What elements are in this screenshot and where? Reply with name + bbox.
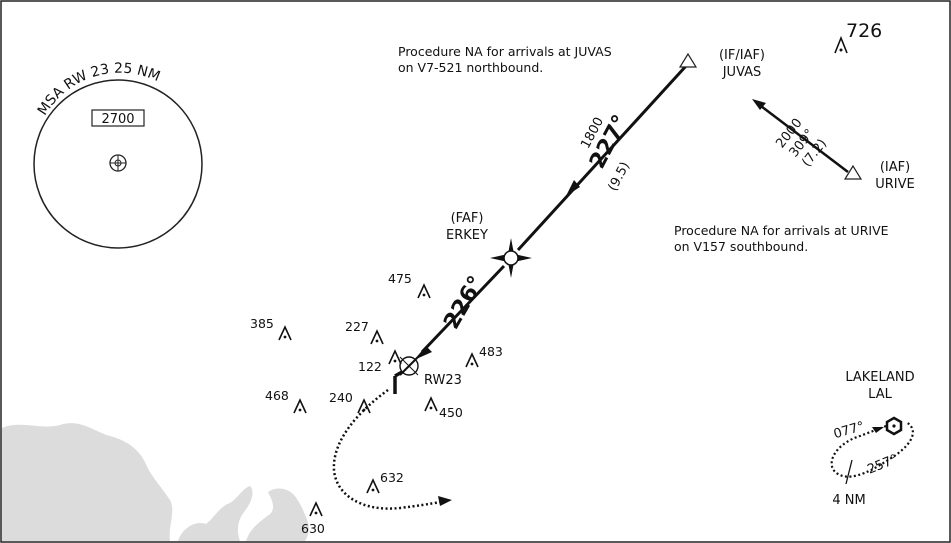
obstacle-632: 632: [366, 470, 404, 494]
msa-ring: [33, 79, 203, 249]
note-juvas-2: on V7-521 northbound.: [398, 60, 543, 75]
urive-leg-labels: 2000 309° (7.2): [773, 116, 830, 170]
missed-approach-path: [332, 388, 441, 510]
obstacle-227: 227: [345, 319, 384, 345]
obstacle-450-label: 450: [439, 405, 463, 420]
obstacle-475-label: 475: [388, 271, 412, 286]
juvas-erkey-course-line: [516, 64, 688, 252]
obstacle-468-label: 468: [265, 388, 289, 403]
juvas-role: (IF/IAF): [719, 48, 765, 63]
msa-altitude-box: [91, 109, 145, 127]
obstacle-450: 450: [424, 396, 463, 420]
obstacle-122: 122: [358, 349, 402, 374]
holding-fix-tick: [845, 459, 853, 485]
runway-line-2: [394, 370, 403, 378]
lakeland-name: LAKELAND: [845, 370, 914, 385]
obstacle-726-label: 726: [846, 20, 882, 42]
land-masses: [2, 423, 309, 541]
lakeland-vor-icon: [885, 416, 903, 436]
obstacle-385: 385: [250, 316, 292, 341]
obstacle-468: 468: [265, 388, 307, 414]
obstacle-483: 483: [465, 344, 503, 368]
holding-arrow-icon: [872, 427, 884, 433]
urive-role: (IAF): [880, 160, 910, 175]
erkey-rw-arrow-icon: [414, 346, 432, 360]
erkey-name: ERKEY: [446, 228, 488, 243]
obstacles: 726 475 385 227 122 483 468 240: [250, 20, 882, 536]
lakeland-ident: LAL: [868, 387, 892, 402]
note-urive-2: on V157 southbound.: [674, 239, 808, 254]
erkey-role: (FAF): [451, 211, 484, 226]
missed-approach-arrow-icon: [438, 496, 452, 506]
juvas-name: JUVAS: [722, 65, 762, 80]
obstacle-227-label: 227: [345, 319, 369, 334]
obstacle-240: 240: [329, 390, 371, 414]
obstacle-240-label: 240: [329, 390, 353, 405]
erkey-rw-course-line: [420, 264, 506, 354]
obstacle-630-label: 630: [301, 521, 325, 536]
obstacle-385-label: 385: [250, 316, 274, 331]
note-juvas-1: Procedure NA for arrivals at JUVAS: [398, 44, 612, 59]
juvas-fix-icon: [678, 52, 698, 68]
erkey-faf-icon: [490, 238, 532, 278]
obstacle-475: 475: [388, 271, 431, 299]
juvas-erkey-arrow-icon: [566, 180, 580, 196]
obstacle-726: 726: [834, 20, 882, 54]
msa-center-icon: [109, 154, 127, 172]
obstacle-122-label: 122: [358, 359, 382, 374]
runway-threshold-icon: [399, 356, 419, 376]
land-south: [178, 486, 253, 541]
land-west: [2, 423, 173, 541]
urive-juvas-course-line: [756, 102, 849, 173]
urive-fix-icon: [843, 164, 863, 180]
note-urive-1: Procedure NA for arrivals at URIVE: [674, 223, 889, 238]
obstacle-632-label: 632: [380, 470, 404, 485]
obstacle-483-label: 483: [479, 344, 503, 359]
holding-leg-length: 4 NM: [832, 493, 865, 508]
land-island: [246, 488, 309, 541]
urive-name: URIVE: [875, 177, 915, 192]
obstacle-630: 630: [301, 501, 325, 536]
urive-juvas-arrow-icon: [752, 99, 766, 110]
runway-label: RW23: [424, 373, 462, 388]
msa-altitude: 2700: [101, 112, 134, 127]
